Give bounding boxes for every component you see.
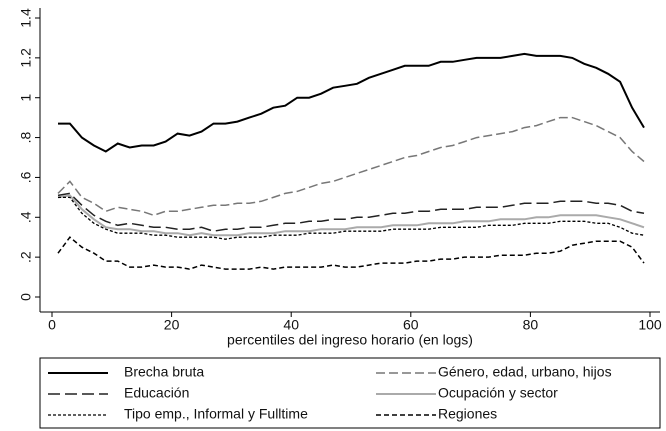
y-tick-label: 1 [18, 94, 34, 102]
y-tick-label: .4 [18, 211, 34, 223]
y-tick-label: 1.2 [18, 48, 34, 68]
legend-label: Brecha bruta [124, 364, 204, 380]
y-tick-label: .6 [18, 171, 34, 183]
series-line [58, 196, 645, 240]
series-line [58, 52, 645, 153]
series-line [57, 116, 645, 217]
series-line [57, 236, 645, 270]
y-tick-label: .8 [18, 132, 34, 144]
legend-label: Tipo emp., Informal y Fulltime [124, 406, 308, 422]
y-tick-label: .2 [18, 251, 34, 263]
x-tick-label: 20 [164, 317, 180, 333]
x-tick-label: 0 [48, 317, 56, 333]
legend-label: Género, edad, urbano, hijos [438, 364, 612, 380]
legend-label: Ocupación y sector [438, 385, 558, 401]
legend-box [39, 357, 661, 429]
y-tick-label: 0 [18, 293, 34, 301]
x-axis-label: percentiles del ingreso horario (en logs… [227, 332, 473, 348]
x-tick-label: 100 [638, 317, 662, 333]
x-tick-label: 80 [523, 317, 539, 333]
legend-label: Regiones [438, 406, 497, 422]
x-tick-label: 40 [283, 317, 299, 333]
y-tick-label: 1.4 [18, 8, 34, 28]
series-line [57, 194, 645, 237]
legend-label: Educación [124, 385, 189, 401]
series-line [57, 192, 645, 232]
x-tick-label: 60 [403, 317, 419, 333]
